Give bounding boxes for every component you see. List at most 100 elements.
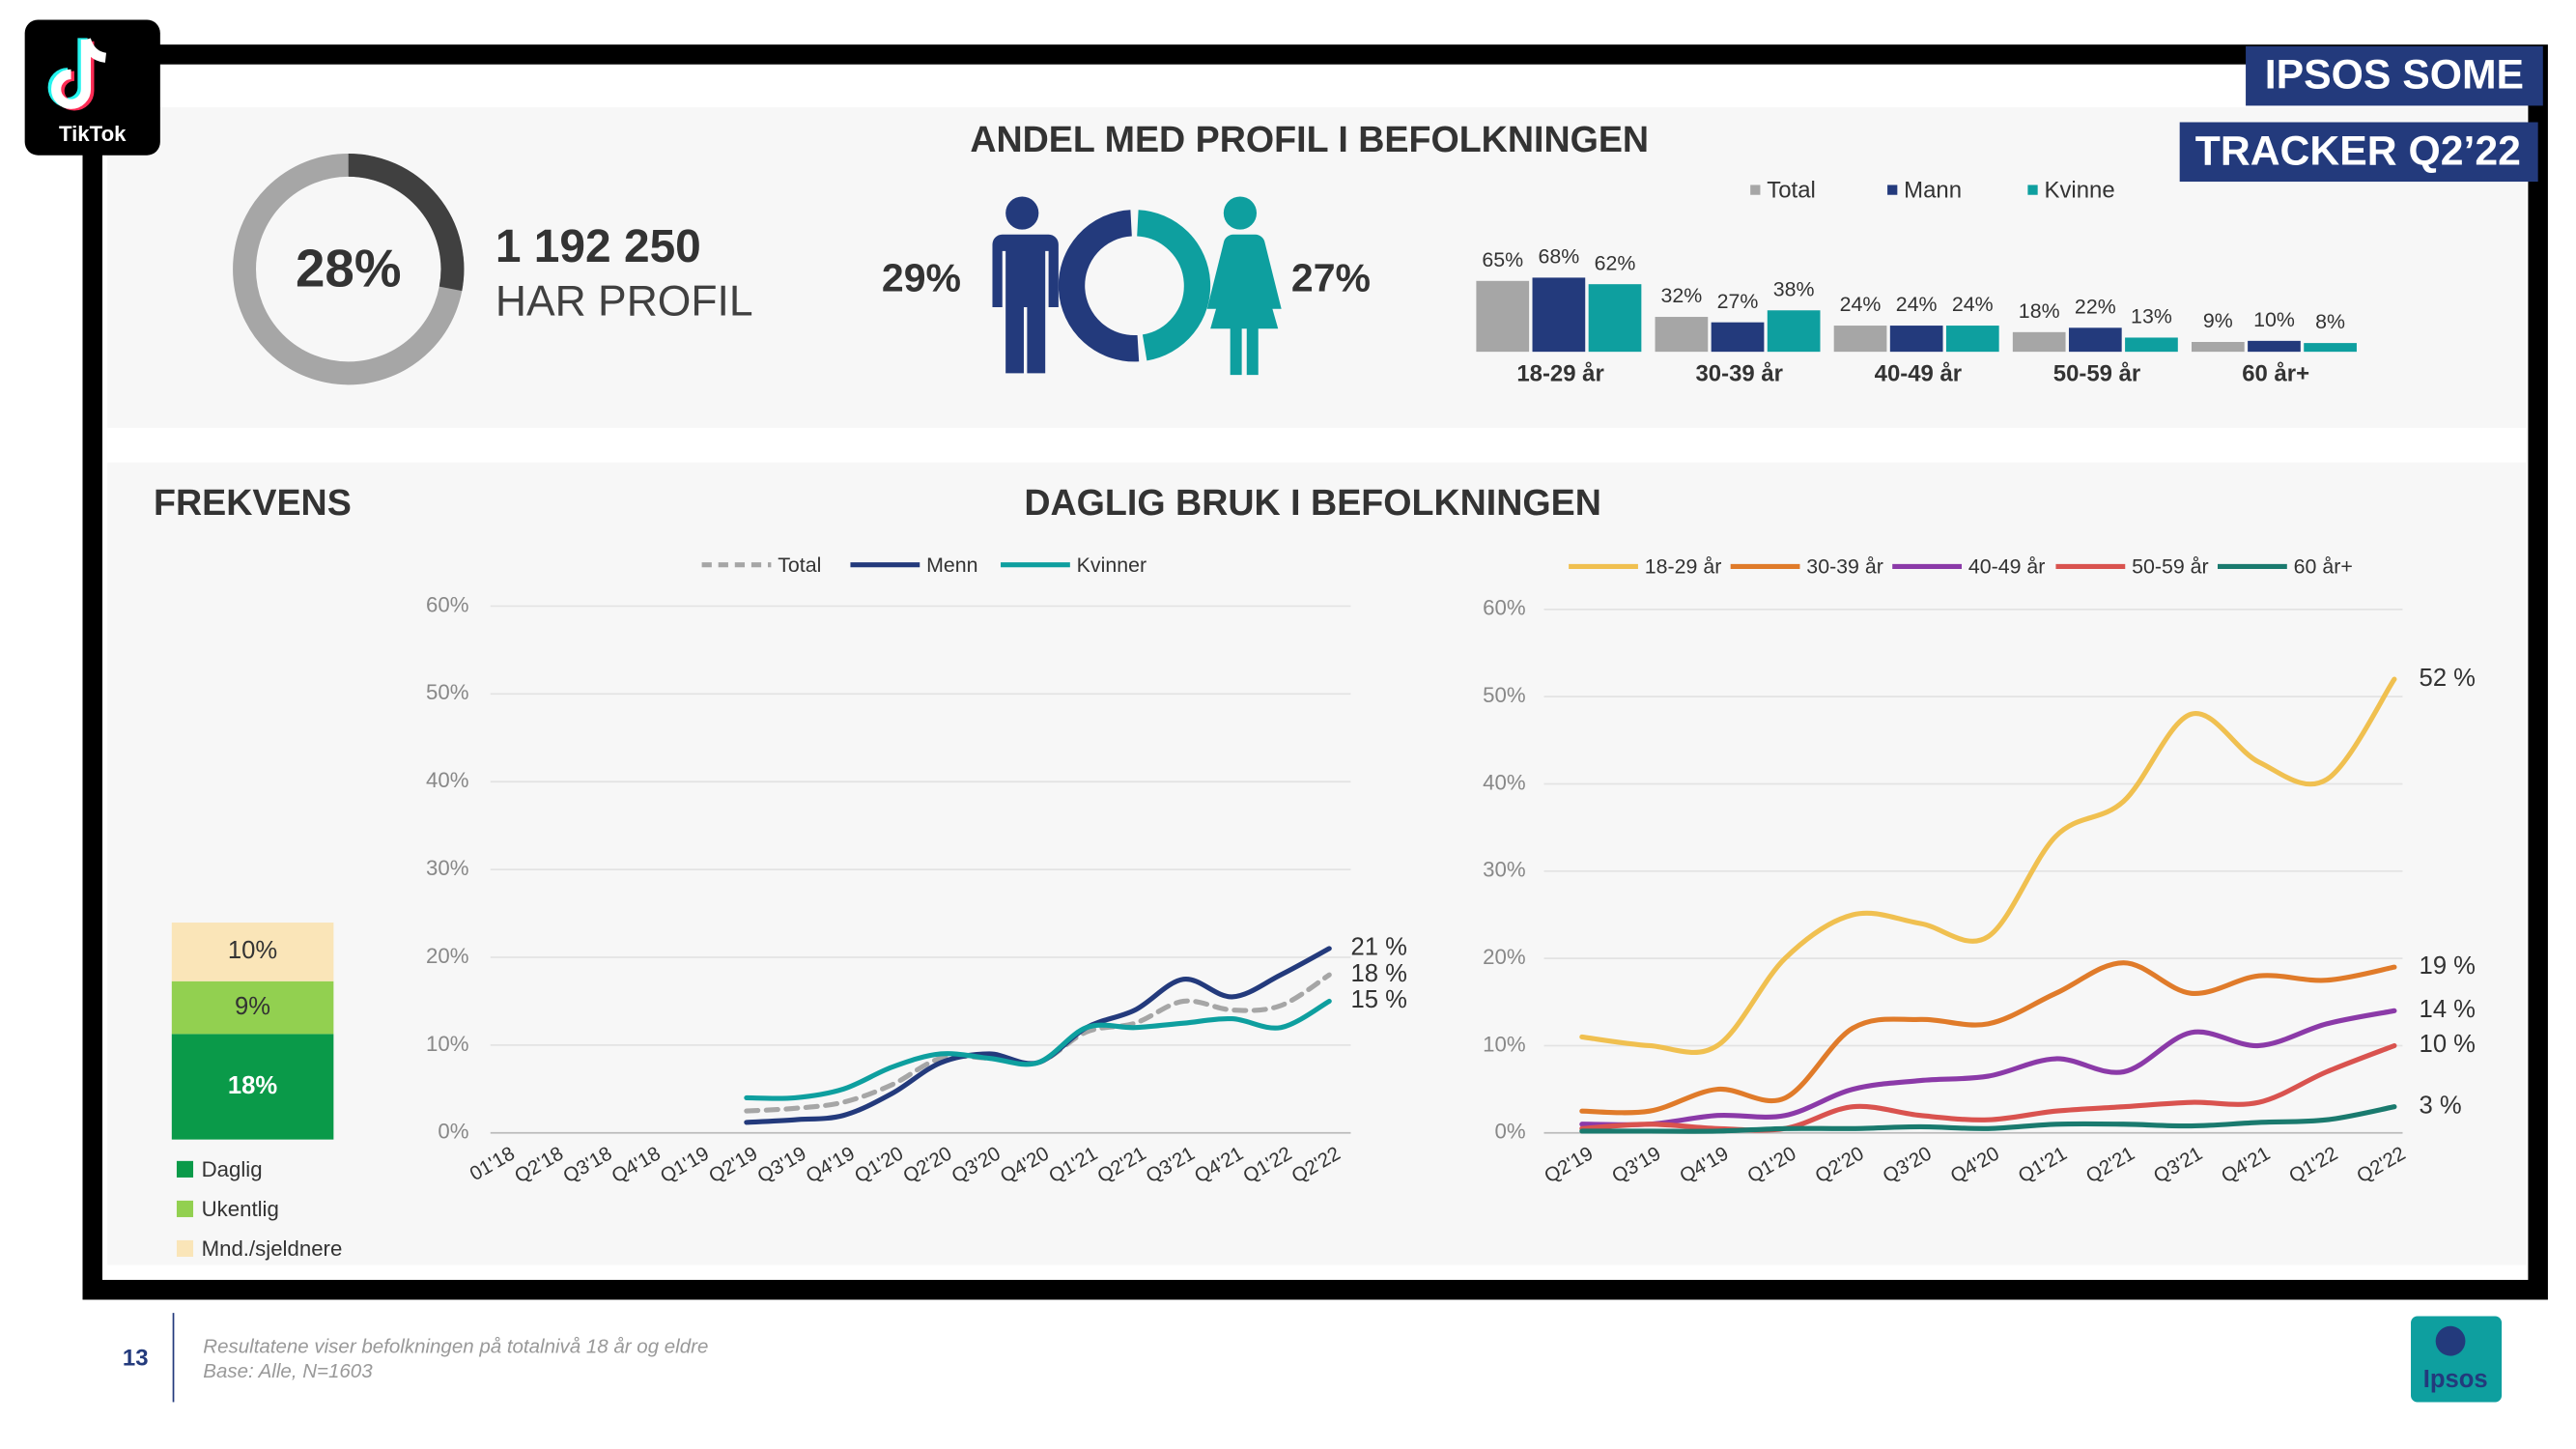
- value-label: 29%: [882, 255, 961, 299]
- line: [744, 998, 1332, 1101]
- legend-label: Mann: [1904, 178, 1962, 204]
- line: [1579, 676, 2397, 1056]
- value-label: 9%: [2203, 309, 2233, 332]
- value-label: 62%: [1595, 251, 1636, 274]
- badge-text: TRACKER Q2’22: [2195, 128, 2521, 174]
- footnote: Resultatene viser befolkningen på totaln…: [203, 1335, 708, 1357]
- x-tick-label: 60 år+: [2242, 360, 2309, 386]
- value-label: 68%: [1538, 245, 1579, 269]
- end-label: 19 %: [2420, 952, 2476, 980]
- bar: [1833, 326, 1887, 353]
- legend-marker: [2027, 185, 2038, 195]
- badge: [2246, 45, 2543, 106]
- end-label: 10 %: [2420, 1031, 2476, 1058]
- bar: [2304, 343, 2357, 353]
- y-tick-label: 10%: [1483, 1032, 1525, 1056]
- legend-label: Total: [778, 554, 821, 577]
- value-label: 32%: [1661, 284, 1703, 307]
- y-tick-label: 30%: [1483, 858, 1525, 882]
- legend-label: 18-29 år: [1645, 555, 1722, 579]
- end-label: 21 %: [1350, 934, 1406, 961]
- x-tick-label: 30-39 år: [1696, 360, 1783, 386]
- line: [1579, 960, 2397, 1116]
- end-label: 15 %: [1350, 986, 1406, 1013]
- value-label: 10%: [228, 937, 277, 964]
- legend-label: Mnd./sjeldnere: [202, 1236, 343, 1261]
- end-label: 3 %: [2420, 1092, 2462, 1119]
- legend-label: Daglig: [202, 1157, 263, 1181]
- value-label: 18%: [2019, 299, 2060, 323]
- logo-text: TikTok: [59, 122, 127, 146]
- legend-marker: [1750, 185, 1761, 195]
- value-label: 22%: [2075, 295, 2116, 318]
- badge: [2179, 122, 2538, 183]
- x-tick-label: 50-59 år: [2053, 360, 2140, 386]
- legend-marker: [176, 1239, 194, 1258]
- badge-text: IPSOS SOME: [2265, 52, 2524, 99]
- legend-label: Ukentlig: [202, 1197, 279, 1221]
- footnote: Base: Alle, N=1603: [203, 1360, 373, 1382]
- bar: [2248, 340, 2301, 353]
- value-label: 10%: [2253, 308, 2295, 331]
- bar: [2068, 327, 2122, 353]
- legend-marker: [176, 1160, 194, 1178]
- x-tick-label: 18-29 år: [1516, 360, 1603, 386]
- subtitle: HAR PROFIL: [495, 277, 753, 325]
- donut-segment: [1136, 210, 1211, 361]
- value-label: 18%: [228, 1072, 278, 1099]
- bar-segment: [171, 1034, 334, 1140]
- value-label: 27%: [1717, 290, 1759, 313]
- ipsos-logo-mark: [2435, 1325, 2466, 1356]
- legend-marker: [176, 1200, 194, 1217]
- bar: [2125, 337, 2178, 353]
- y-tick-label: 40%: [426, 768, 468, 792]
- legend-label: 50-59 år: [2132, 555, 2209, 579]
- bar: [1532, 277, 1586, 353]
- y-tick-label: 20%: [1483, 945, 1525, 969]
- ipsos-logo: [2411, 1316, 2503, 1403]
- bar: [1889, 326, 1943, 353]
- headline: 1 192 250: [495, 221, 701, 272]
- tiktok-icon: [51, 38, 107, 109]
- bar-segment: [171, 980, 334, 1035]
- value-label: 8%: [2315, 310, 2345, 333]
- bar: [1711, 322, 1765, 353]
- end-label: 14 %: [2420, 996, 2476, 1023]
- legend-marker: [1887, 185, 1898, 195]
- donut-label: 28%: [296, 239, 401, 298]
- value-label: 9%: [235, 993, 270, 1020]
- value-label: 24%: [1952, 293, 1994, 316]
- bar: [2012, 331, 2066, 353]
- donut-segment: [348, 153, 465, 292]
- legend-label: 40-49 år: [1968, 555, 2046, 579]
- y-tick-label: 10%: [426, 1032, 468, 1056]
- bar: [1945, 326, 1999, 353]
- section-title: ANDEL MED PROFIL I BEFOLKNINGEN: [970, 119, 1649, 159]
- brand-text: Ipsos: [2423, 1366, 2488, 1393]
- line: [1579, 1104, 2397, 1134]
- bar: [1588, 284, 1642, 353]
- chart-title: FREKVENS: [154, 482, 352, 523]
- legend-label: Kvinne: [2044, 178, 2114, 204]
- line: [1579, 1042, 2397, 1133]
- legend-label: Total: [1767, 178, 1816, 204]
- bar: [1767, 310, 1821, 353]
- line: [1579, 1008, 2397, 1127]
- top-panel: [107, 107, 2527, 428]
- page-number: 13: [123, 1345, 149, 1371]
- female-icon: [1206, 196, 1282, 376]
- value-label: 65%: [1482, 248, 1523, 271]
- donut-segment: [1058, 210, 1140, 362]
- bar: [1476, 280, 1530, 353]
- bottom-panel: [107, 462, 2527, 1265]
- y-tick-label: 0%: [1495, 1120, 1526, 1144]
- y-tick-label: 20%: [426, 944, 468, 968]
- value-label: 24%: [1896, 293, 1938, 316]
- value-label: 24%: [1840, 293, 1882, 316]
- y-tick-label: 30%: [426, 856, 468, 880]
- end-label: 18 %: [1350, 960, 1406, 987]
- x-tick-label: 40-49 år: [1875, 360, 1962, 386]
- legend-label: Kvinner: [1077, 554, 1146, 577]
